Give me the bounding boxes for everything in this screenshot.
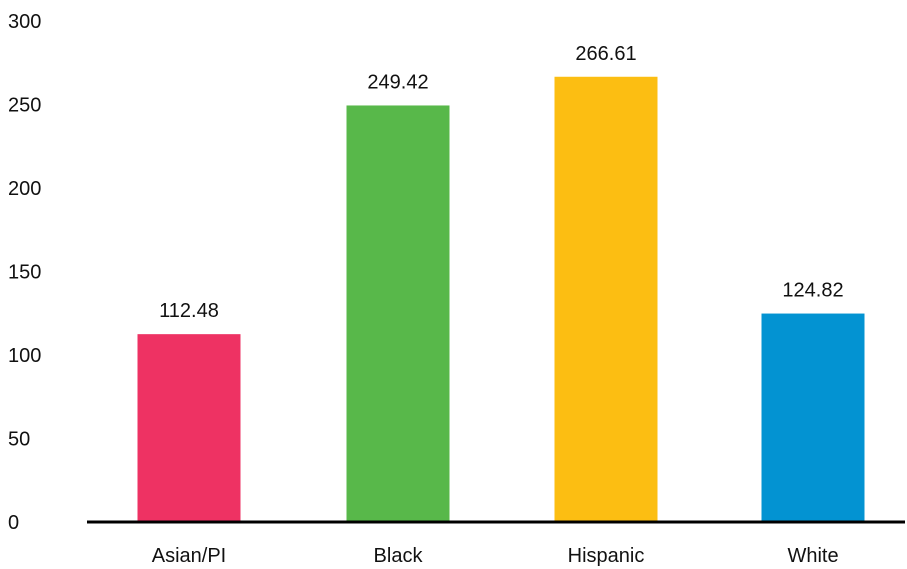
data-label: 112.48: [159, 300, 219, 322]
bar-asian-pi: [137, 334, 241, 522]
y-tick-label: 100: [8, 345, 41, 367]
bar-black: [346, 105, 450, 522]
data-label: 124.82: [782, 280, 843, 302]
y-tick-label: 50: [8, 429, 30, 451]
category-label: Asian/PI: [152, 545, 226, 567]
data-label: 249.42: [367, 71, 428, 93]
y-tick-label: 300: [8, 11, 41, 33]
bar-hispanic: [554, 76, 658, 523]
category-label: Black: [374, 545, 424, 567]
y-tick-label: 150: [8, 262, 41, 284]
y-tick-label: 250: [8, 95, 41, 117]
bar-white: [761, 313, 865, 522]
x-axis-category-labels: Asian/PI Black Hispanic White: [152, 545, 839, 567]
y-tick-label: 0: [8, 512, 19, 534]
y-tick-label: 200: [8, 178, 41, 200]
bars: [137, 76, 865, 523]
data-label: 266.61: [575, 43, 636, 65]
category-label: White: [787, 545, 838, 567]
y-axis-tick-labels: 0 50 100 150 200 250 300: [8, 11, 41, 534]
data-labels: 112.48 249.42 266.61 124.82: [159, 43, 843, 322]
category-label: Hispanic: [568, 545, 645, 567]
